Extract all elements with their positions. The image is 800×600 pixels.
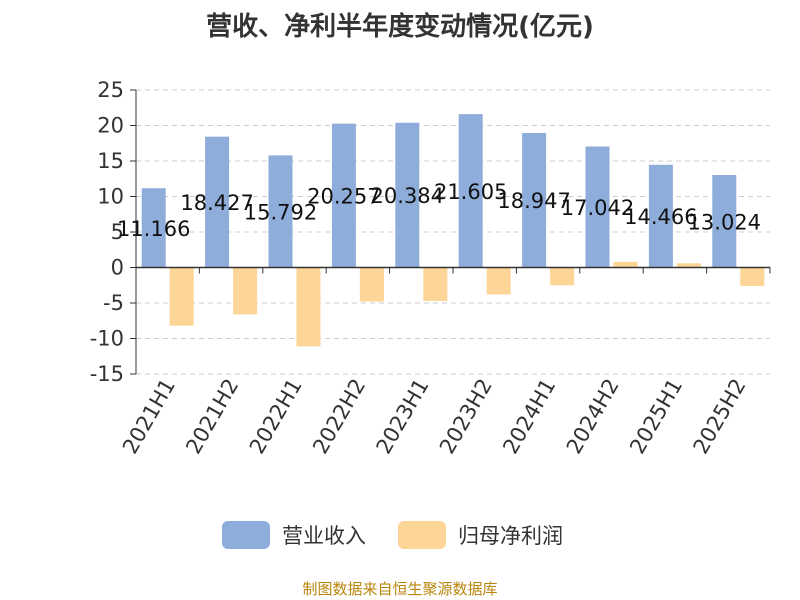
- bar-revenue: [331, 123, 356, 268]
- bar-revenue: [712, 175, 737, 268]
- bar-net-profit: [740, 267, 765, 286]
- y-tick-label: -10: [90, 327, 124, 351]
- bar-revenue: [585, 146, 610, 268]
- data-label-revenue: 14.466: [624, 205, 697, 229]
- legend-item-net-profit[interactable]: 归母净利润: [398, 520, 563, 550]
- x-category-label: 2021H1: [118, 375, 180, 459]
- data-label-revenue: 15.792: [244, 200, 317, 224]
- bar-net-profit: [423, 267, 448, 301]
- data-label-revenue: 17.042: [561, 196, 634, 220]
- bar-revenue: [648, 164, 673, 268]
- y-tick-label: 10: [97, 185, 124, 209]
- bar-revenue: [141, 188, 166, 268]
- legend-swatch-net-profit: [398, 521, 446, 549]
- y-tick-label: -5: [103, 291, 124, 315]
- data-label-revenue: 13.024: [688, 210, 761, 234]
- y-tick-label: 5: [111, 220, 124, 244]
- y-tick-label: 15: [97, 149, 124, 173]
- data-label-revenue: 21.605: [434, 180, 507, 204]
- bar-revenue: [268, 155, 293, 268]
- x-category-label: 2021H2: [181, 375, 243, 459]
- data-label-revenue: 11.166: [117, 217, 190, 241]
- y-tick-label: -15: [90, 362, 124, 386]
- y-tick-label: 0: [111, 256, 124, 280]
- bar-revenue: [395, 122, 420, 268]
- chart-legend: 营业收入 归母净利润: [0, 520, 800, 552]
- bar-net-profit: [676, 263, 701, 268]
- x-category-label: 2025H1: [625, 375, 687, 459]
- y-tick-label: 25: [97, 78, 124, 102]
- x-category-label: 2025H2: [689, 375, 751, 459]
- y-tick-label: 20: [97, 114, 124, 138]
- bar-revenue: [522, 132, 547, 268]
- bar-net-profit: [613, 261, 638, 268]
- x-category-label: 2024H2: [562, 375, 624, 459]
- x-category-label: 2022H1: [245, 375, 307, 459]
- bar-net-profit: [169, 267, 194, 326]
- data-label-revenue: 18.947: [497, 189, 570, 213]
- bar-net-profit: [550, 267, 575, 286]
- x-category-label: 2023H2: [435, 375, 497, 459]
- data-label-revenue: 18.427: [180, 191, 253, 215]
- legend-label-net-profit: 归母净利润: [458, 524, 563, 548]
- x-category-label: 2022H2: [308, 375, 370, 459]
- legend-swatch-revenue: [222, 521, 270, 549]
- legend-item-revenue[interactable]: 营业收入: [222, 520, 366, 550]
- data-source-note: 制图数据来自恒生聚源数据库: [302, 580, 498, 598]
- legend-label-revenue: 营业收入: [282, 524, 366, 548]
- data-label-revenue: 20.384: [371, 184, 444, 208]
- bar-revenue: [458, 114, 483, 268]
- x-category-label: 2024H1: [498, 375, 560, 459]
- bar-net-profit: [296, 267, 321, 347]
- chart-title: 营收、净利半年度变动情况(亿元): [206, 12, 594, 42]
- bar-net-profit: [359, 267, 384, 302]
- bar-revenue: [205, 136, 230, 268]
- x-category-label: 2023H1: [372, 375, 434, 459]
- data-label-revenue: 20.257: [307, 185, 380, 209]
- bar-net-profit: [233, 267, 258, 315]
- bar-net-profit: [486, 267, 511, 295]
